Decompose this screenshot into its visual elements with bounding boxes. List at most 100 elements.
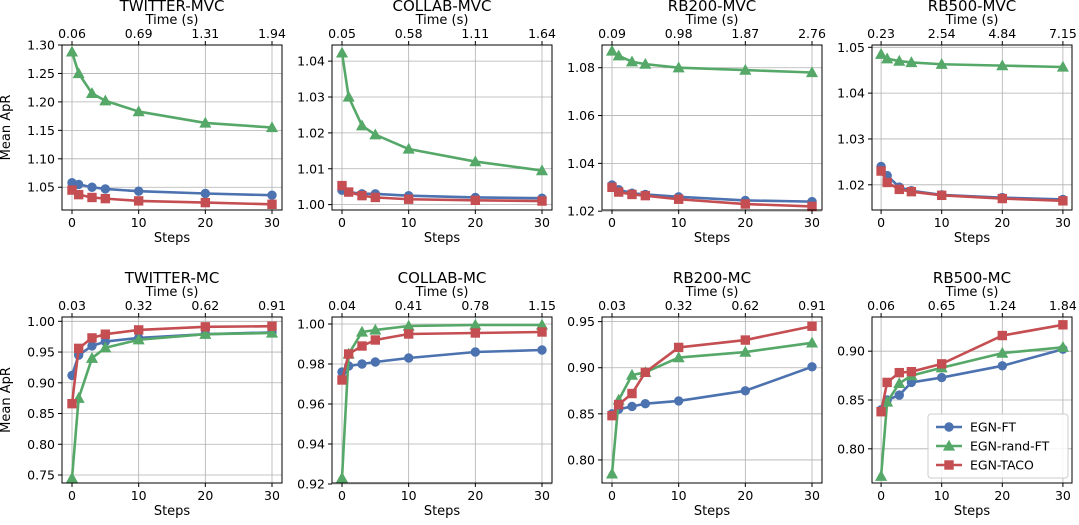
x-axis-label: Steps <box>954 231 991 246</box>
data-point <box>370 192 381 203</box>
top-x-tick-label: 0.91 <box>258 298 286 313</box>
data-point <box>1056 341 1069 352</box>
y-tick-label: 1.02 <box>837 177 865 192</box>
y-tick-label: 1.30 <box>27 38 55 53</box>
data-point <box>343 187 354 197</box>
x-tick-label: 0 <box>608 488 616 503</box>
data-point <box>936 190 947 201</box>
data-point <box>87 182 97 192</box>
data-point <box>369 128 382 140</box>
data-point <box>200 188 211 199</box>
y-tick-label: 1.04 <box>567 156 595 171</box>
data-point <box>72 67 85 79</box>
chart-panel-8: 0 10 20 30 Steps 0.06 0.65 1.24 1.84 Time (s)RB50… <box>837 269 1077 519</box>
data-point <box>807 321 817 331</box>
x-tick-label: 0 <box>338 215 346 230</box>
data-point <box>996 59 1009 71</box>
top-x-tick-label: 1.87 <box>731 26 759 41</box>
top-x-axis-label: Time (s) <box>945 285 999 300</box>
data-point <box>357 341 367 351</box>
x-tick-label: 20 <box>467 215 483 230</box>
y-tick-label: 1.04 <box>837 86 865 101</box>
data-point <box>369 323 382 335</box>
data-point <box>87 192 97 203</box>
data-point <box>470 195 481 206</box>
data-point <box>640 398 651 409</box>
y-tick-label: 1.05 <box>27 180 55 195</box>
top-x-tick-label: 0.06 <box>867 298 895 313</box>
x-tick-label: 30 <box>1055 215 1071 230</box>
data-point <box>99 341 112 353</box>
y-tick-label: 1.20 <box>27 94 55 109</box>
series-line-egn-rand-ft <box>340 323 542 479</box>
data-point <box>403 353 414 363</box>
y-tick-label: 1.02 <box>297 125 325 140</box>
legend: EGN-FT EGN-rand-FT EGN-TACO <box>927 413 1069 479</box>
data-point <box>355 119 369 131</box>
data-point <box>537 345 547 355</box>
data-point <box>470 328 481 338</box>
data-point <box>881 395 894 407</box>
x-axis-label: Steps <box>424 504 461 519</box>
y-tick-label: 0.92 <box>297 477 325 492</box>
top-x-tick-label: 2.76 <box>798 26 826 41</box>
top-x-axis-label: Time (s) <box>145 13 199 28</box>
data-point <box>133 186 144 196</box>
data-point <box>335 46 349 58</box>
series-line-egn-rand-ft <box>340 52 543 172</box>
data-point <box>1056 60 1069 72</box>
chart-panel-4: 0 10 20 30 Steps 0.23 2.54 4.84 7.15 Time (s)RB50… <box>837 0 1077 246</box>
data-point <box>640 190 651 201</box>
data-point <box>881 52 894 64</box>
x-tick-label: 0 <box>68 488 76 503</box>
y-tick-label: 1.03 <box>837 131 865 146</box>
data-point <box>739 63 752 75</box>
top-x-tick-label: 0.04 <box>328 298 356 313</box>
top-x-tick-label: 0.78 <box>461 298 489 313</box>
plot-frame <box>61 316 283 484</box>
x-tick-label: 20 <box>994 215 1010 230</box>
top-x-tick-label: 0.06 <box>58 26 86 41</box>
y-tick-label: 0.85 <box>567 406 595 421</box>
legend-marker <box>942 439 956 451</box>
data-point <box>65 471 79 483</box>
y-tick-label: 0.85 <box>27 406 55 421</box>
y-tick-label: 1.03 <box>297 90 325 105</box>
data-point <box>894 184 904 195</box>
data-point <box>132 333 145 345</box>
x-tick-label: 10 <box>671 488 687 503</box>
top-x-tick-label: 1.31 <box>191 26 219 41</box>
y-tick-label: 0.80 <box>567 452 595 467</box>
top-x-axis-label: Time (s) <box>145 285 199 300</box>
y-tick-label: 1.05 <box>837 40 865 55</box>
data-point <box>905 56 918 68</box>
data-point <box>672 351 685 363</box>
data-point <box>607 182 617 192</box>
top-x-tick-label: 2.54 <box>928 26 956 41</box>
y-tick-label: 1.00 <box>27 314 55 329</box>
x-tick-label: 20 <box>737 215 753 230</box>
x-tick-label: 0 <box>877 215 885 230</box>
top-x-tick-label: 0.23 <box>867 26 895 41</box>
x-tick-label: 0 <box>608 215 616 230</box>
data-point <box>265 121 279 133</box>
top-x-tick-label: 0.05 <box>328 26 356 41</box>
plot-frame <box>61 44 283 211</box>
top-x-tick-label: 7.15 <box>1049 26 1077 41</box>
x-axis-label: Steps <box>954 504 991 519</box>
data-point <box>133 325 144 335</box>
legend-box <box>927 413 1069 479</box>
chart-panel-6: 0 10 20 30 Steps 0.04 0.41 0.78 1.15 Time (s)COLL… <box>297 269 556 519</box>
x-tick-label: 10 <box>131 488 147 503</box>
y-tick-label: 1.25 <box>27 66 55 81</box>
data-point <box>673 194 684 204</box>
data-point <box>673 396 684 406</box>
chart-panel-3: 0 10 20 30 Steps 0.09 0.98 1.87 2.76 Time (s)RB20… <box>567 0 826 246</box>
data-point <box>936 372 947 383</box>
chart-title: RB200-MC <box>673 269 751 287</box>
series-line-egn-rand-ft <box>70 51 273 129</box>
data-point <box>265 326 279 338</box>
top-x-tick-label: 1.64 <box>528 26 556 41</box>
y-tick-label: 0.75 <box>27 468 55 483</box>
